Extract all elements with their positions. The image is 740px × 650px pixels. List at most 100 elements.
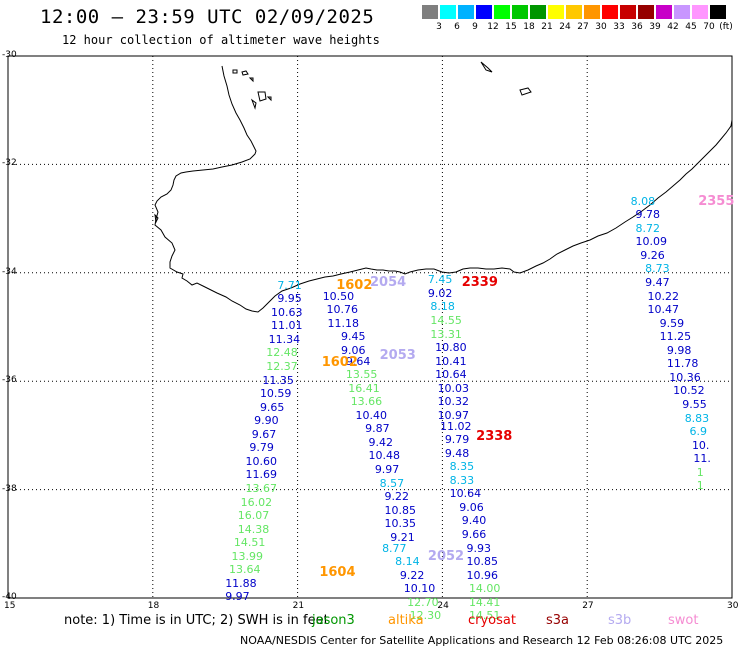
wave-height-label: 8.72 (635, 221, 660, 235)
colorbar-swatch (422, 5, 438, 19)
colorbar-swatch (512, 5, 528, 19)
wave-height-label: 14.51 (468, 609, 501, 623)
wave-height-label: 9.42 (368, 435, 394, 449)
wave-height-label: 9.67 (251, 427, 277, 441)
legend-satellite-s3a: s3a (546, 613, 570, 628)
legend-satellite-cryosat: cryosat (468, 613, 516, 628)
legend-satellite-jason3: jason3 (312, 613, 355, 628)
pass-time-label: 2339 (461, 275, 498, 290)
wave-height-label: 9.59 (659, 316, 685, 330)
wave-height-label: 9.06 (459, 500, 484, 514)
wave-height-label: 9.48 (444, 446, 470, 460)
colorbar-label: 45 (685, 22, 697, 32)
wave-height-label: 11.25 (659, 330, 692, 344)
wave-height-label: 10.22 (647, 289, 680, 303)
wave-height-label: 9.97 (225, 590, 250, 604)
wave-height-label: 8.57 (379, 476, 405, 490)
wave-height-label: 9.65 (259, 400, 285, 414)
wave-height-label: 13.64 (229, 563, 261, 577)
wave-height-label: 13.66 (350, 395, 383, 409)
colorbar-label: 42 (667, 22, 679, 32)
lon-tick-label: 18 (147, 601, 160, 611)
lat-tick-label: -34 (2, 266, 17, 277)
lat-tick-label: -38 (2, 483, 17, 494)
map-frame (7, 55, 733, 599)
wave-height-label: 11.88 (225, 576, 257, 590)
legend-satellite-s3b: s3b (608, 613, 632, 628)
wave-height-label: 16.07 (237, 509, 270, 523)
wave-height-label: 9.55 (682, 397, 707, 411)
wave-height-label: 8.33 (449, 473, 475, 487)
colorbar-label: 21 (541, 22, 553, 32)
wave-height-label: 11.34 (268, 332, 301, 346)
wave-height-label: 14.51 (233, 536, 266, 550)
colorbar-swatch (458, 5, 474, 19)
wave-height-label: 14.00 (468, 582, 501, 596)
wave-height-label: 9.97 (374, 463, 400, 476)
wave-height-label: 14.55 (430, 313, 462, 327)
colorbar-unit: (ft) (719, 22, 733, 32)
colorbar-label: 24 (559, 22, 571, 32)
wave-height-label: 10.96 (466, 568, 499, 582)
wave-height-label: 12.37 (266, 360, 298, 374)
footer-credit: NOAA/NESDIS Center for Satellite Applica… (240, 634, 724, 647)
wave-height-label: 10.97 (437, 408, 470, 422)
island-markers (154, 61, 532, 224)
lon-tick-label: 15 (4, 601, 16, 611)
colorbar-swatch (602, 5, 618, 19)
colorbar-swatch (692, 5, 708, 19)
colorbar-label: 39 (649, 22, 661, 32)
colorbar-swatch (620, 5, 636, 19)
wave-height-label: 10.63 (271, 305, 303, 319)
lon-tick-label: 30 (727, 601, 739, 611)
wave-height-label: 11.18 (327, 316, 360, 330)
wave-height-label: 12.70 (407, 595, 439, 609)
wave-height-label: 9.78 (635, 208, 660, 222)
pass-time-label: 2052 (427, 548, 465, 564)
wave-height-label: 10.64 (435, 368, 467, 382)
colorbar-swatch (584, 5, 600, 19)
colorbar-label: 70 (703, 22, 715, 32)
wave-height-label: 9.79 (444, 433, 470, 447)
note-text: note: 1) Time is in UTC; 2) SWH is in fe… (64, 613, 329, 628)
colorbar-label: 36 (631, 22, 643, 32)
wave-height-label: 9.79 (249, 441, 274, 455)
coastline (154, 65, 733, 313)
map-title: 12:00 – 23:59 UTC 02/09/2025 (40, 6, 375, 28)
lat-tick-label: -32 (2, 158, 17, 169)
wave-height-label: 7.45 (427, 273, 453, 287)
pass-time-label: 1604 (319, 564, 356, 580)
colorbar-swatch (710, 5, 726, 19)
colorbar-swatch (674, 5, 690, 19)
colorbar-swatch (638, 5, 654, 19)
wave-height-label: 6.9 (689, 425, 708, 439)
wave-height-label: 9.21 (390, 530, 415, 544)
wave-height-label: 10.35 (384, 517, 416, 531)
pass-time-label: 2355 (698, 193, 735, 209)
colorbar-swatch (656, 5, 672, 19)
colorbar-label: 6 (454, 22, 460, 32)
wave-height-label: 9.98 (666, 343, 692, 357)
colorbar-label: 15 (505, 22, 517, 32)
wave-height-label: 11. (693, 452, 711, 466)
wave-height-label: 9.66 (461, 528, 487, 542)
colorbar-swatch (440, 5, 456, 19)
wave-height-label: 10.03 (437, 381, 470, 395)
wave-height-label: 10.52 (673, 384, 705, 398)
legend-satellite-swot: swot (668, 613, 699, 628)
wave-height-label: 9.22 (399, 568, 425, 582)
wave-height-label: 10.60 (245, 454, 277, 468)
wave-height-label: 10.76 (326, 303, 359, 317)
wave-height-label: 16.41 (348, 381, 380, 395)
wave-height-label: 8.18 (430, 300, 455, 314)
wave-height-label: 8.14 (395, 555, 420, 569)
wave-height-label: 10.85 (466, 555, 499, 569)
lon-tick-label: 27 (582, 601, 594, 611)
lat-lon-grid (8, 56, 732, 598)
wave-height-label: 9.26 (640, 248, 665, 262)
wave-height-label: 13.31 (430, 327, 462, 341)
wave-height-label: 10.50 (322, 289, 355, 303)
wave-height-label: 7.71 (277, 278, 302, 292)
wave-height-label: 10.36 (669, 370, 701, 384)
